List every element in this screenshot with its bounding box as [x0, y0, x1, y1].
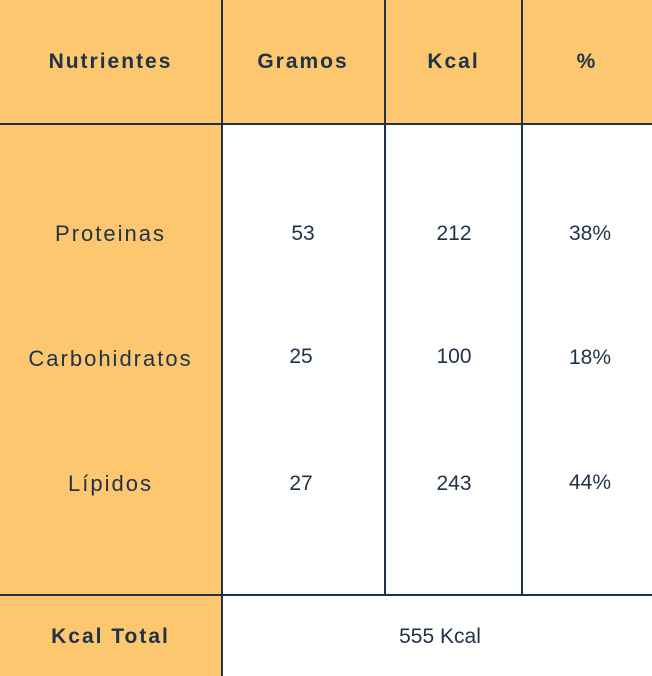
- divider: [221, 0, 223, 676]
- row-label-lipidos: Lípidos: [68, 471, 153, 496]
- footer-label-cell: [0, 595, 221, 676]
- percent-carbohidratos: 18%: [568, 346, 612, 369]
- header-nutrientes: Nutrientes: [48, 49, 173, 73]
- row-label-proteinas: Proteinas: [55, 221, 166, 246]
- footer-total-value: 555 Kcal: [399, 625, 481, 648]
- nutrient-column: [0, 125, 221, 595]
- footer-label: Kcal Total: [51, 624, 170, 648]
- kcal-proteinas: 212: [436, 222, 472, 245]
- percent-proteinas: 38%: [568, 222, 612, 245]
- grams-proteinas: 53: [291, 222, 315, 245]
- grams-lipidos: 27: [289, 472, 313, 495]
- kcal-lipidos: 243: [436, 472, 472, 495]
- header-percent: %: [576, 49, 598, 73]
- row-label-carbohidratos: Carbohidratos: [28, 346, 193, 371]
- divider: [0, 123, 652, 125]
- header-kcal: Kcal: [427, 49, 480, 73]
- grams-carbohidratos: 25: [289, 345, 313, 368]
- percent-lipidos: 44%: [568, 471, 612, 494]
- divider: [384, 0, 386, 595]
- divider: [521, 0, 523, 595]
- kcal-carbohidratos: 100: [436, 345, 472, 368]
- divider: [0, 594, 652, 596]
- header-gramos: Gramos: [257, 49, 349, 73]
- header-row: [0, 0, 652, 125]
